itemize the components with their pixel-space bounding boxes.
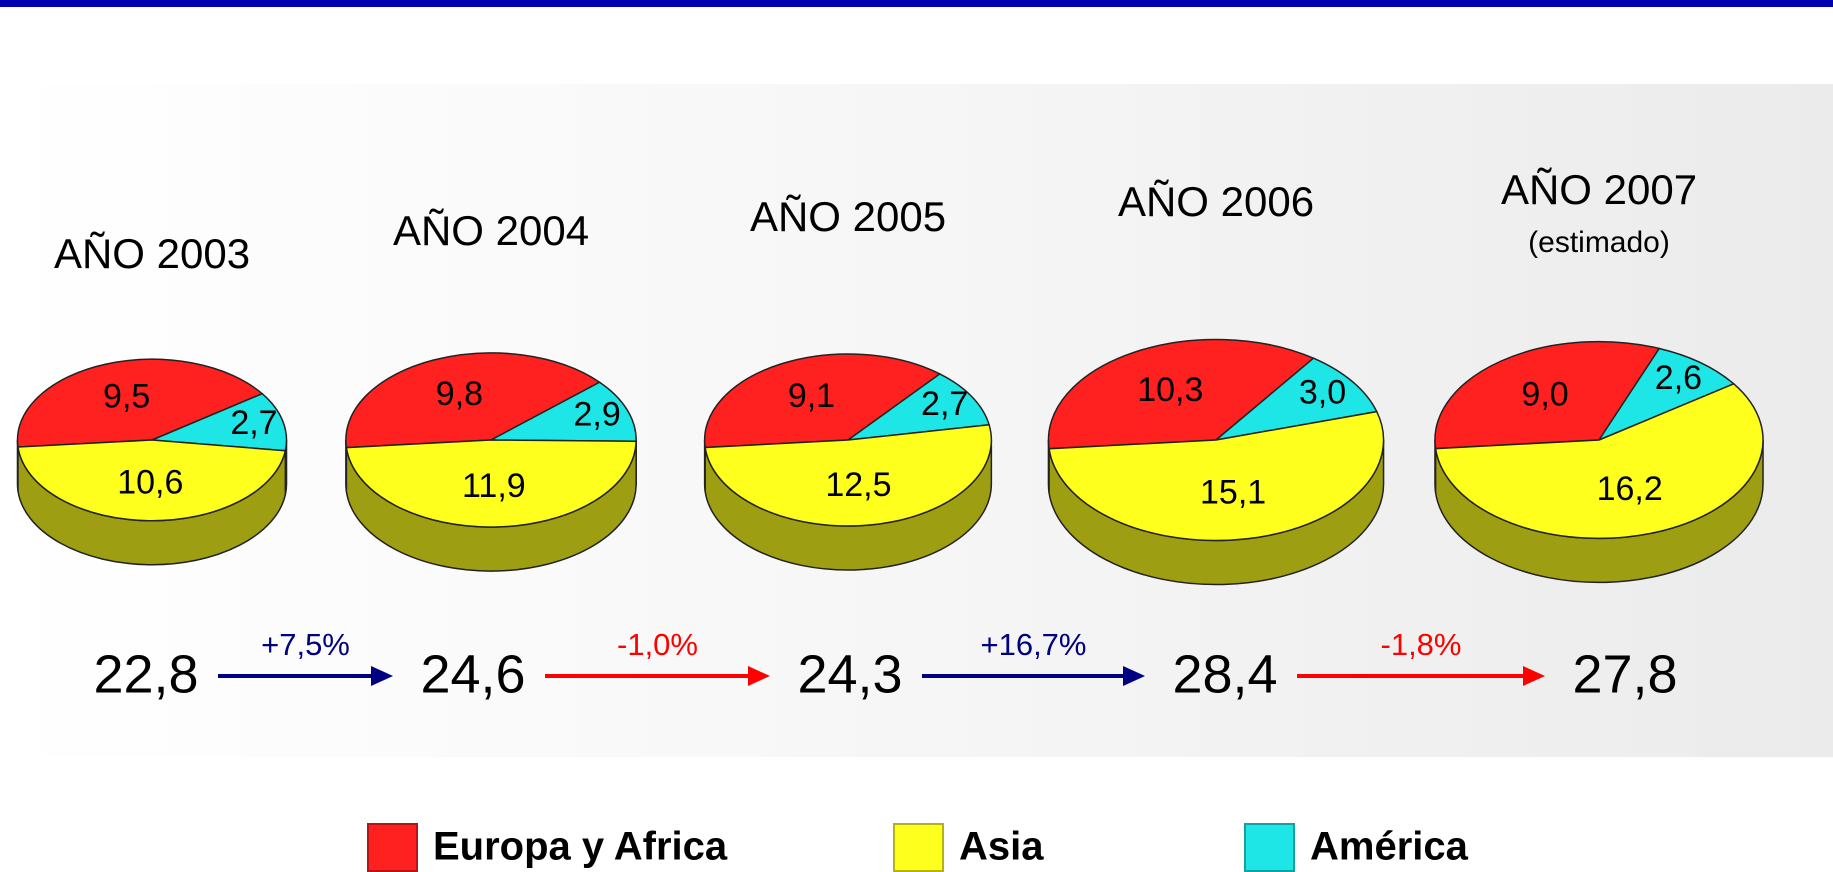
slice-label: 10,6: [117, 463, 183, 501]
pie-slice: [345, 439, 637, 528]
total-label: 22,8: [93, 644, 198, 704]
pie-slice: [1213, 357, 1378, 442]
slice-label: 2,6: [1655, 359, 1702, 397]
pie-title: AÑO 2005: [750, 193, 946, 240]
slice-label: 15,1: [1200, 473, 1266, 511]
pie-slice: [1434, 340, 1661, 450]
legend-label: Europa y Africa: [433, 825, 728, 869]
total-label: 27,8: [1572, 644, 1677, 704]
slice-label: 10,3: [1137, 371, 1203, 409]
change-label: +7,5%: [261, 627, 350, 662]
change-label: +16,7%: [980, 627, 1086, 662]
total-label: 24,6: [420, 644, 525, 704]
pie-title: AÑO 2004: [393, 207, 589, 254]
total-label: 24,3: [797, 644, 902, 704]
slice-label: 9,8: [436, 375, 483, 413]
pie-slice: [704, 423, 993, 527]
change-label: -1,0%: [617, 627, 698, 662]
legend-swatch: [893, 823, 944, 872]
legend-label: América: [1310, 825, 1469, 869]
legend-swatch: [367, 823, 418, 872]
slice-label: 2,7: [921, 385, 968, 423]
pie-slice: [1434, 382, 1764, 540]
pie-slice: [151, 392, 288, 452]
slice-label: 9,1: [788, 377, 835, 415]
pie-subtitle: (estimado): [1528, 226, 1670, 259]
slice-label: 2,9: [573, 395, 620, 433]
pie-slice: [17, 439, 287, 522]
pie-title: AÑO 2007: [1501, 166, 1697, 213]
slice-label: 9,5: [103, 377, 150, 415]
pie-slice: [1048, 410, 1385, 542]
slice-label: 16,2: [1597, 470, 1663, 508]
slice-label: 9,0: [1521, 376, 1568, 414]
pie-title: AÑO 2006: [1118, 178, 1314, 225]
legend-swatch: [1244, 823, 1295, 872]
pie-slice: [703, 353, 942, 449]
pie-slice: [845, 373, 991, 442]
pie-slice: [16, 358, 264, 448]
change-label: -1,8%: [1381, 627, 1462, 662]
slice-label: 11,9: [462, 467, 526, 505]
pie-slice: [1047, 338, 1315, 450]
top-bar: [0, 0, 1833, 7]
slice-label: 3,0: [1299, 374, 1346, 412]
legend-label: Asia: [959, 825, 1044, 869]
total-label: 28,4: [1172, 644, 1277, 704]
pie-slice: [1597, 347, 1736, 442]
slice-label: 12,5: [825, 466, 891, 504]
slice-label: 2,7: [230, 404, 277, 442]
pie-slice: [345, 352, 602, 449]
pie-slice: [490, 381, 637, 443]
pie-title: AÑO 2003: [54, 230, 250, 277]
